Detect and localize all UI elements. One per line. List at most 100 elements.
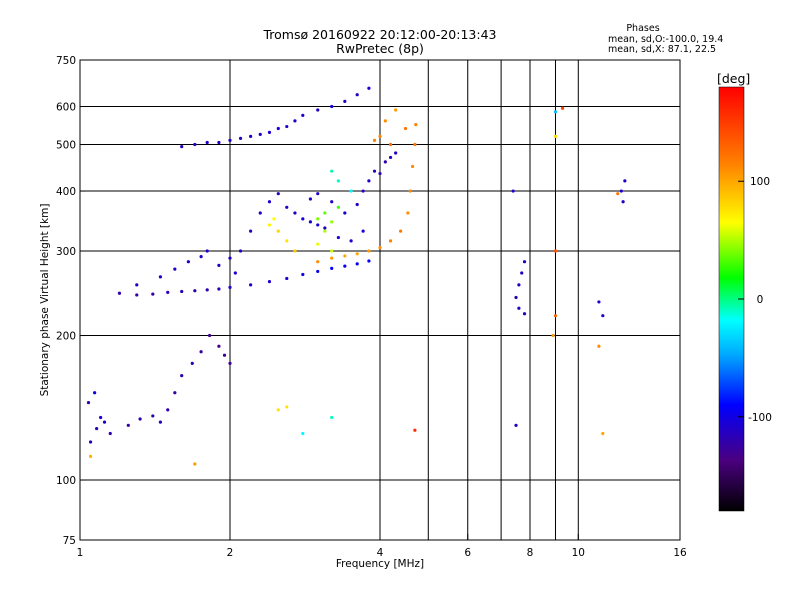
data-point bbox=[316, 223, 320, 227]
y-axis-label: Stationary phase Virtual Height [km] bbox=[39, 204, 51, 397]
data-point bbox=[621, 200, 625, 204]
data-point bbox=[553, 110, 558, 114]
data-point bbox=[330, 169, 334, 173]
data-point bbox=[258, 211, 262, 215]
x-tick-label: 1 bbox=[77, 547, 84, 559]
data-point bbox=[276, 126, 280, 131]
data-point bbox=[394, 108, 398, 112]
data-point bbox=[372, 138, 377, 142]
data-point bbox=[597, 300, 601, 304]
data-point bbox=[199, 350, 203, 354]
data-point bbox=[413, 142, 417, 147]
data-point bbox=[190, 361, 194, 365]
data-point bbox=[330, 220, 334, 224]
data-point bbox=[388, 155, 393, 160]
plot-frame bbox=[79, 59, 681, 541]
data-point bbox=[408, 189, 412, 193]
data-point bbox=[316, 217, 320, 221]
colorbar-tick-label: 0 bbox=[757, 294, 764, 306]
data-point bbox=[285, 405, 289, 409]
data-point bbox=[367, 249, 371, 253]
data-point bbox=[355, 262, 359, 266]
data-point bbox=[336, 235, 340, 240]
data-point bbox=[217, 344, 221, 348]
data-point bbox=[207, 333, 212, 338]
data-point bbox=[551, 333, 555, 338]
data-point bbox=[135, 283, 139, 287]
data-point bbox=[272, 217, 276, 221]
x-tick-label: 8 bbox=[527, 547, 534, 559]
data-point bbox=[102, 420, 107, 424]
data-point bbox=[355, 252, 359, 256]
data-point bbox=[394, 151, 398, 155]
axis-ticks: 1 2 4 6 8 10 16 75 100 200 300 400 500 600 750 bbox=[56, 55, 687, 559]
data-point bbox=[388, 142, 393, 147]
data-point bbox=[293, 119, 297, 123]
colorbar-ticks: 100 0 -100 bbox=[738, 176, 772, 424]
data-point bbox=[126, 423, 130, 427]
chart-title: Tromsø 20160922 20:12:00-20:13:43 bbox=[262, 27, 496, 42]
data-point bbox=[336, 179, 340, 183]
data-point bbox=[361, 229, 365, 233]
data-point bbox=[276, 408, 280, 412]
y-tick-label: 300 bbox=[56, 246, 76, 258]
x-tick-label: 2 bbox=[227, 547, 234, 559]
data-point bbox=[560, 106, 565, 110]
data-point bbox=[99, 415, 103, 420]
data-point bbox=[520, 271, 524, 275]
data-point bbox=[330, 415, 334, 420]
data-point bbox=[205, 288, 209, 292]
data-point bbox=[403, 126, 408, 131]
data-point bbox=[173, 267, 177, 271]
data-point bbox=[151, 414, 155, 418]
data-point bbox=[276, 229, 280, 233]
data-point bbox=[343, 264, 347, 268]
colorbar-tick-label: -100 bbox=[748, 412, 772, 424]
data-point bbox=[217, 263, 221, 267]
data-point bbox=[316, 269, 320, 274]
data-point bbox=[86, 400, 91, 405]
data-point bbox=[361, 189, 365, 193]
x-tick-label: 16 bbox=[673, 547, 687, 559]
data-point bbox=[276, 192, 280, 196]
data-point bbox=[619, 189, 623, 193]
data-points bbox=[86, 86, 627, 466]
data-point bbox=[553, 249, 558, 253]
stats-heading: Phases bbox=[626, 23, 659, 34]
data-point bbox=[330, 256, 334, 260]
data-point bbox=[316, 192, 320, 196]
data-point bbox=[372, 169, 377, 173]
data-point bbox=[414, 123, 418, 127]
data-point bbox=[514, 295, 518, 300]
data-point bbox=[233, 271, 237, 275]
data-point bbox=[330, 200, 334, 204]
y-tick-label: 200 bbox=[56, 331, 76, 343]
data-point bbox=[180, 145, 184, 149]
data-point bbox=[301, 113, 305, 117]
data-point bbox=[285, 205, 289, 209]
data-point bbox=[249, 283, 253, 287]
data-point bbox=[349, 189, 353, 193]
data-point bbox=[258, 132, 262, 136]
y-tick-label: 100 bbox=[56, 475, 76, 487]
data-point bbox=[383, 119, 387, 123]
data-point bbox=[238, 136, 243, 140]
data-point bbox=[343, 99, 347, 103]
data-point bbox=[193, 289, 197, 293]
data-point bbox=[217, 287, 221, 291]
data-point bbox=[336, 205, 340, 209]
data-point bbox=[193, 462, 197, 466]
data-point bbox=[117, 291, 122, 295]
data-point bbox=[186, 260, 190, 264]
data-point bbox=[193, 142, 197, 147]
data-point bbox=[511, 189, 515, 193]
data-point bbox=[135, 293, 139, 297]
data-point bbox=[343, 254, 347, 258]
data-point bbox=[285, 239, 289, 243]
data-point bbox=[205, 249, 209, 253]
data-point bbox=[406, 211, 410, 215]
colorbar-tick-label: 100 bbox=[750, 176, 770, 188]
data-point bbox=[267, 223, 272, 227]
data-point bbox=[108, 431, 112, 436]
